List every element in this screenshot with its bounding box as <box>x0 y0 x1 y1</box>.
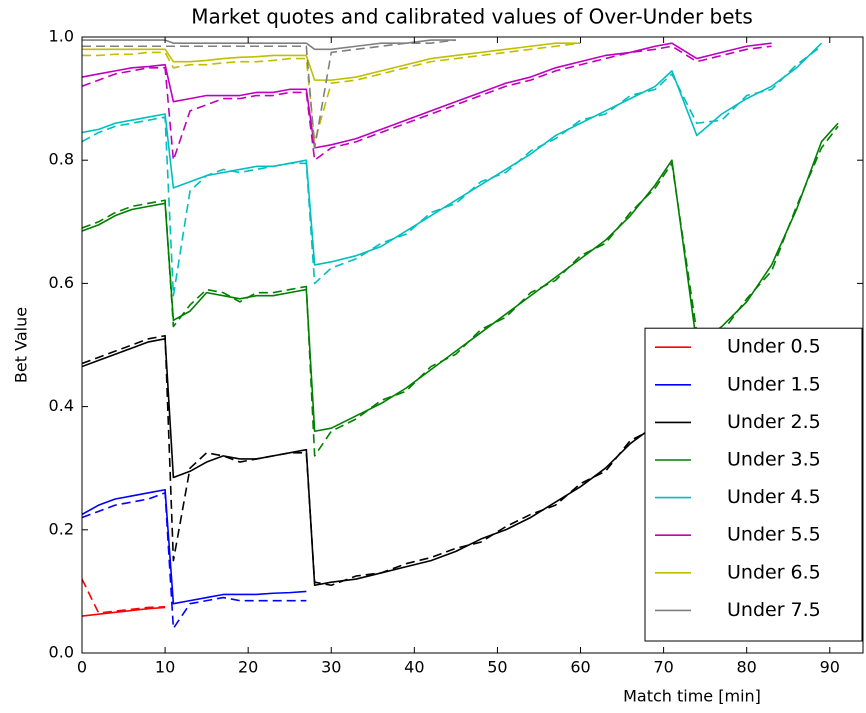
x-tick-label: 20 <box>238 658 258 677</box>
market-line <box>82 125 839 457</box>
y-tick-label: 0.4 <box>49 396 74 415</box>
legend-label: Under 6.5 <box>727 561 821 583</box>
x-tick-label: 60 <box>570 658 590 677</box>
legend-label: Under 2.5 <box>727 411 821 433</box>
market-line <box>82 578 166 614</box>
market-line <box>82 39 456 149</box>
calibrated-line <box>82 606 166 617</box>
calibrated-line <box>82 122 839 433</box>
legend-label: Under 1.5 <box>727 373 821 395</box>
x-tick-label: 10 <box>155 658 175 677</box>
calibrated-line <box>82 338 656 587</box>
calibrated-line <box>82 42 581 81</box>
legend-label: Under 5.5 <box>727 524 821 546</box>
x-tick-label: 90 <box>820 658 840 677</box>
y-tick-label: 0.6 <box>49 273 74 292</box>
legend-label: Under 3.5 <box>727 449 821 471</box>
x-tick-label: 70 <box>653 658 673 677</box>
x-tick-label: 0 <box>77 658 87 677</box>
x-tick-label: 80 <box>737 658 757 677</box>
legend-label: Under 0.5 <box>727 336 821 358</box>
y-tick-label: 0.2 <box>49 519 74 538</box>
x-tick-label: 30 <box>321 658 341 677</box>
calibrated-line <box>82 42 823 266</box>
x-tick-label: 40 <box>404 658 424 677</box>
market-line <box>82 42 581 143</box>
plot-lines <box>82 39 839 630</box>
y-tick-label: 1.0 <box>49 27 74 46</box>
market-line <box>82 45 772 161</box>
legend-label: Under 7.5 <box>727 599 821 621</box>
y-tick-label: 0.0 <box>49 643 74 662</box>
x-tick-label: 50 <box>487 658 507 677</box>
calibrated-line <box>82 488 307 605</box>
legend-box <box>644 327 863 642</box>
market-line <box>82 45 822 297</box>
chart-title: Market quotes and calibrated values of O… <box>191 5 753 29</box>
calibrated-line <box>82 39 456 51</box>
legend-label: Under 4.5 <box>727 486 821 508</box>
calibrated-line <box>82 42 772 149</box>
market-line <box>82 492 307 630</box>
y-tick-label: 0.8 <box>49 150 74 169</box>
y-axis-label: Bet Value <box>12 307 31 383</box>
plot-frame <box>81 36 864 654</box>
x-axis-label: Match time [min] <box>623 687 761 706</box>
